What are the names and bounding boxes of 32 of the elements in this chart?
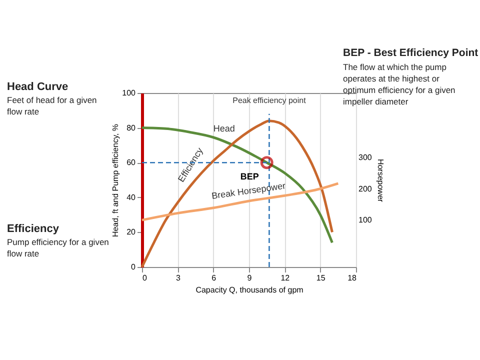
x-axis-title: Capacity Q, thousands of gpm — [196, 286, 304, 294]
x-tick-label: 6 — [212, 274, 217, 282]
line-series — [140, 182, 340, 222]
text: BEP - Best Efficiency Point — [343, 47, 479, 59]
annotation: The flow at which the pump operates at the highest or optimum efficiency for a given impeller diameter — [343, 62, 456, 106]
text: Break Horsepower — [210, 180, 286, 201]
x-tick-label: 0 — [142, 274, 148, 282]
y-tick-label: 0 — [131, 262, 136, 272]
y-tick-label: 80 — [126, 123, 136, 132]
y-tick-label: 60 — [126, 158, 136, 168]
y2-tick-label: 300 — [358, 152, 372, 162]
y2-tick-label: 200 — [358, 184, 372, 194]
ref-line-label: Peak efficiency point — [232, 96, 307, 105]
x-tick-label: 9 — [247, 274, 252, 282]
y-tick-label: 20 — [126, 228, 136, 237]
x-tick-label: 15 — [316, 274, 326, 282]
annotation: BEP — [240, 172, 259, 182]
line-series — [140, 126, 334, 244]
y2-tick-label: 100 — [358, 216, 372, 225]
text: Efficiency — [7, 223, 60, 235]
x-tick-label: 18 — [348, 274, 358, 282]
text: Pump efficiency for a given flow rate — [7, 237, 110, 258]
line-series — [140, 120, 334, 268]
y-tick-label: 100 — [122, 88, 136, 98]
y-axis-title: Head, ft and Pump efficiency, % — [111, 124, 120, 238]
y-tick-label: 40 — [126, 192, 136, 202]
text: Feet of head for a given flow rate — [7, 95, 98, 116]
y2-axis-title: Horsepower — [376, 158, 385, 202]
x-tick-label: 12 — [280, 274, 290, 282]
series-label: Head — [213, 123, 235, 134]
text: Head Curve — [7, 81, 68, 93]
x-tick-label: 3 — [176, 274, 181, 282]
